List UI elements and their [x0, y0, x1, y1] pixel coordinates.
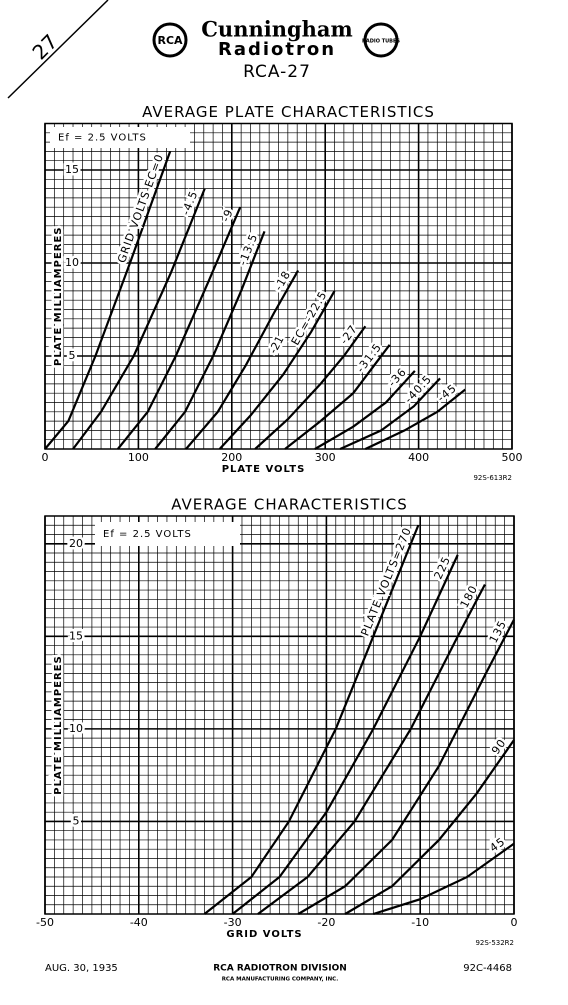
curve [185, 269, 300, 450]
curve [314, 370, 416, 450]
curve [154, 230, 266, 450]
note-box [50, 127, 190, 148]
y-tick-label: 15 [69, 629, 83, 642]
curve-label: 180 [458, 583, 481, 610]
chart-code: 92S-613R2 [473, 474, 512, 482]
curve [72, 188, 206, 450]
corner-line [7, 0, 109, 99]
curve [218, 290, 336, 450]
chart-title: AVERAGE CHARACTERISTICS [171, 496, 408, 514]
curve [203, 524, 420, 915]
logo-right [363, 22, 399, 58]
x-tick-label: 0 [511, 916, 518, 929]
brand-line2: Radiotron [218, 39, 336, 60]
y-tick-label: 10 [65, 256, 79, 269]
x-tick-label: -10 [411, 916, 429, 929]
curve-label: 90 [489, 736, 509, 757]
footer-division: RCA RADIOTRON DIVISION [213, 964, 347, 974]
curve [116, 206, 242, 450]
curve-label: GRID VOLTS EC=0 [115, 152, 166, 265]
curve [257, 583, 486, 915]
x-tick-label: 500 [502, 451, 523, 464]
y-tick-label: 5 [69, 349, 76, 362]
chart-code: 92S-532R2 [475, 939, 514, 947]
curve [297, 619, 515, 915]
model: RCA-27 [243, 62, 311, 82]
curve [372, 842, 515, 916]
x-tick-label: -30 [224, 916, 242, 929]
curve [339, 377, 441, 451]
note: Ef = 2.5 VOLTS [58, 133, 147, 144]
y-tick-label: 15 [65, 163, 79, 176]
x-tick-label: 400 [408, 451, 429, 464]
curve-label: 135 [487, 618, 510, 645]
note: Ef = 2.5 VOLTS [103, 529, 192, 540]
x-tick-label: 100 [128, 451, 149, 464]
curve [364, 388, 466, 450]
brand: Cunningham [201, 17, 353, 42]
y-tick-label: 10 [69, 722, 83, 735]
curve-label: PLATE VOLTS=270 [358, 525, 414, 638]
y-tick-label: 5 [73, 814, 80, 827]
footer-code: 92C-4468 [463, 963, 512, 974]
y-tick-label: 20 [69, 537, 83, 550]
curve-label: -36 [386, 365, 410, 389]
footer-company: RCA MANUFACTURING COMPANY, INC. [222, 977, 339, 983]
curve-label: -4.5 [179, 189, 201, 217]
x-tick-label: 300 [315, 451, 336, 464]
logo-left [152, 22, 188, 58]
x-tick-label: 200 [221, 451, 242, 464]
curve [231, 554, 459, 915]
x-tick-label: -20 [317, 916, 335, 929]
x-tick-label: -50 [36, 916, 54, 929]
curve [254, 325, 367, 450]
logo-left-text: RCA [157, 34, 183, 47]
x-axis-label: GRID VOLTS [226, 929, 302, 940]
note-box [95, 522, 240, 546]
footer-date: AUG. 30, 1935 [45, 963, 118, 974]
x-tick-label: 0 [42, 451, 49, 464]
x-tick-label: -40 [130, 916, 148, 929]
chart-title: AVERAGE PLATE CHARACTERISTICS [142, 103, 435, 121]
curve [344, 739, 515, 915]
curve-label: EC=-22.5 [289, 289, 330, 348]
curve-label: 225 [432, 554, 454, 581]
y-axis-label: PLATE MILLIAMPERES [53, 655, 64, 795]
curve [44, 151, 172, 450]
x-axis-label: PLATE VOLTS [222, 464, 306, 475]
y-axis-label: PLATE MILLIAMPERES [53, 226, 64, 366]
curve-label: -27 [337, 322, 360, 347]
corner-number: 27 [27, 29, 62, 64]
curve [284, 344, 391, 450]
logo-right-text: RADIO TUBES [362, 39, 400, 45]
